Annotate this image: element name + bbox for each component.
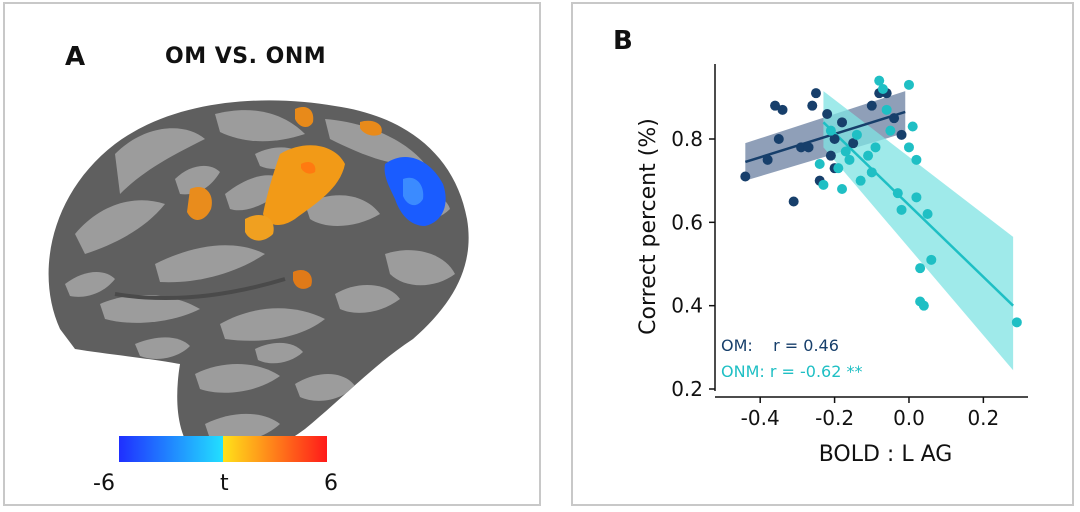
data-point-onm [825, 125, 836, 136]
y-tick-label: 0.4 [671, 294, 703, 318]
data-point-om [825, 150, 836, 161]
data-point-onm [903, 142, 914, 153]
brain-hemisphere [48, 100, 469, 461]
data-point-om [829, 134, 840, 144]
legend-onm: ONM: r = -0.62 ** [721, 362, 862, 381]
activation-positive [360, 120, 382, 136]
data-point-om [740, 171, 751, 182]
data-point-onm [911, 192, 922, 203]
x-tick-label: 0.2 [967, 406, 999, 430]
data-point-om [896, 129, 907, 140]
panel-a-letter: A [65, 42, 86, 72]
data-points [740, 75, 1022, 328]
activation-positive [293, 269, 312, 289]
x-ticks: -0.4 -0.2 0.0 0.2 [741, 397, 999, 430]
sylvian-fissure [114, 277, 286, 301]
data-point-onm [863, 150, 874, 161]
regression-line-om [744, 110, 906, 164]
activation-positive [245, 214, 274, 241]
confidence-band-onm [823, 91, 1014, 371]
data-point-onm [907, 121, 918, 132]
data-point-onm [866, 167, 877, 178]
data-point-om [777, 104, 788, 115]
data-point-onm [877, 84, 888, 94]
data-point-om [848, 138, 859, 149]
data-point-onm [855, 175, 866, 186]
y-ticks: 0.2 0.4 0.6 0.8 [671, 127, 715, 401]
x-tick-label: -0.4 [741, 406, 780, 430]
data-point-onm [915, 263, 926, 274]
data-point-onm [926, 254, 937, 265]
panel-b: B 0.2 0.4 0.6 0.8 -0.4 -0.2 0.0 0.2 Correct pe… [571, 2, 1074, 506]
legend-om: OM: r = 0.46 [721, 336, 839, 355]
y-axis-title: Correct percent (%) [636, 118, 661, 335]
data-point-om [822, 109, 833, 119]
regression-line-onm [822, 121, 1014, 307]
data-point-onm [840, 146, 851, 157]
data-point-onm [922, 209, 933, 219]
data-point-onm [818, 179, 829, 190]
x-axis-title: BOLD : L AG [819, 442, 953, 467]
data-point-onm [918, 300, 929, 311]
colorbar-mid-label: t [220, 471, 229, 496]
data-point-om [889, 113, 900, 124]
data-point-om [773, 134, 784, 144]
data-point-om [788, 196, 799, 207]
data-point-onm [896, 204, 907, 215]
data-point-onm [851, 129, 862, 140]
activation-positive [263, 145, 345, 226]
data-point-om [803, 142, 814, 153]
data-point-om [807, 100, 818, 111]
panel-a: A OM VS. ONM [3, 2, 541, 506]
panel-b-letter: B [613, 26, 633, 56]
data-point-om [810, 88, 821, 99]
colorbar [119, 436, 327, 462]
regression-lines [744, 110, 1014, 307]
scatter-plot: 0.2 0.4 0.6 0.8 -0.4 -0.2 0.0 0.2 Correct perc… [636, 64, 1028, 467]
panel-a-title: OM VS. ONM [165, 44, 327, 69]
data-point-onm [844, 154, 855, 165]
axes [714, 64, 1028, 398]
data-point-onm [833, 163, 844, 174]
activation-positive [187, 186, 212, 220]
y-tick-label: 0.2 [671, 377, 703, 401]
data-point-om [796, 142, 807, 153]
colorbar-max-label: 6 [324, 471, 338, 496]
data-point-onm [874, 75, 885, 86]
y-tick-label: 0.6 [671, 210, 703, 234]
brain-outline [48, 100, 469, 461]
activation-negative [403, 177, 424, 206]
data-point-onm [892, 188, 903, 199]
data-point-onm [814, 159, 825, 169]
data-point-onm [903, 79, 914, 90]
x-tick-label: 0.0 [893, 406, 925, 430]
data-point-om [770, 100, 781, 111]
brain-surface-map [48, 100, 469, 462]
data-point-onm [911, 154, 922, 165]
y-tick-label: 0.8 [671, 127, 703, 151]
activation-positive [295, 106, 314, 128]
positive-activation-clusters [187, 106, 382, 289]
data-point-om [866, 100, 877, 111]
data-point-onm [1011, 317, 1022, 328]
data-point-om [762, 154, 773, 165]
data-point-om [837, 117, 848, 128]
confidence-bands [745, 91, 1014, 371]
colorbar-min-label: -6 [93, 471, 115, 496]
negative-activation-clusters [384, 156, 446, 226]
data-point-onm [837, 184, 848, 194]
data-point-onm [885, 125, 896, 136]
data-point-onm [870, 142, 881, 153]
activation-positive [301, 161, 316, 174]
data-point-onm [881, 104, 892, 115]
brain-gyri [65, 110, 455, 443]
x-tick-label: -0.2 [815, 406, 854, 430]
